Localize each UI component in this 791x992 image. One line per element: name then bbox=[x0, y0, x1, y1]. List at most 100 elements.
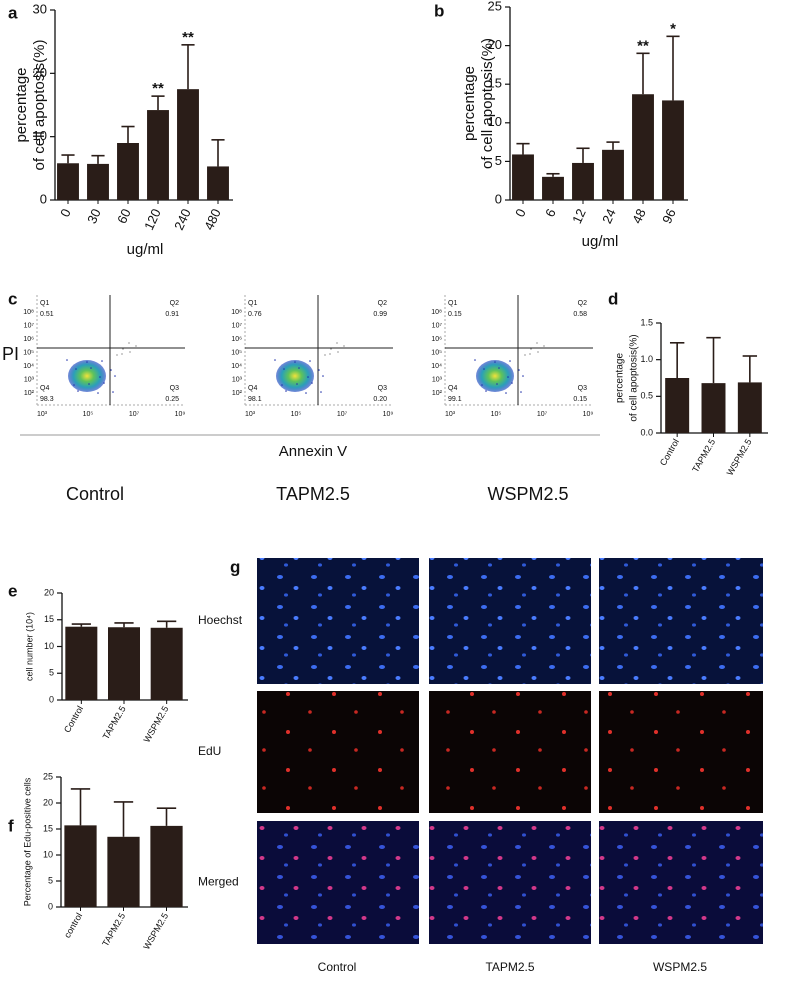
micrograph bbox=[257, 691, 419, 813]
event-dot bbox=[296, 383, 298, 385]
bar bbox=[107, 836, 140, 907]
x-tick-label: 60 bbox=[114, 206, 134, 225]
y-tick-label: 5 bbox=[49, 668, 54, 678]
y-tick-label: 5 bbox=[48, 875, 53, 885]
y-tick-label: 10 bbox=[33, 128, 47, 143]
event-dot bbox=[518, 369, 520, 371]
micrograph bbox=[429, 558, 591, 684]
event-dot bbox=[75, 368, 77, 370]
quadrant-id: Q4 bbox=[40, 385, 49, 392]
event-dot bbox=[505, 392, 507, 394]
x-tick-label: 10⁵ bbox=[291, 411, 302, 418]
x-tick-label: 10³ bbox=[37, 411, 48, 418]
y-tick-label: 1.5 bbox=[640, 317, 653, 327]
y-tick-label: 25 bbox=[43, 771, 53, 781]
event-dot bbox=[322, 375, 324, 377]
y-tick-label: 10⁷ bbox=[432, 322, 443, 329]
bar bbox=[632, 94, 654, 200]
cell-population bbox=[476, 360, 514, 392]
bar bbox=[737, 382, 762, 433]
y-tick-label: 10⁴ bbox=[431, 363, 442, 370]
micrograph bbox=[429, 691, 591, 813]
y-tick-label: 15 bbox=[43, 823, 53, 833]
event-dot bbox=[116, 354, 118, 356]
event-dot bbox=[129, 351, 131, 353]
event-dot bbox=[474, 359, 476, 361]
event-dot bbox=[90, 367, 92, 369]
x-axis-label: ug/ml bbox=[127, 241, 164, 258]
event-dot bbox=[498, 367, 500, 369]
bar bbox=[512, 154, 534, 200]
quadrant-id: Q3 bbox=[170, 385, 179, 392]
cell-population bbox=[68, 360, 106, 392]
bar bbox=[572, 162, 594, 200]
event-dot bbox=[485, 390, 487, 392]
x-tick-label: 12 bbox=[569, 206, 589, 225]
x-tick-label: 30 bbox=[84, 206, 104, 225]
quadrant-value: 99.1 bbox=[448, 396, 462, 403]
event-dot bbox=[343, 345, 345, 347]
y-tick-label: 10³ bbox=[432, 376, 443, 383]
quadrant-value: 0.76 bbox=[248, 311, 262, 318]
row-label: Merged bbox=[198, 875, 239, 889]
group-label: Control bbox=[66, 484, 124, 504]
bar bbox=[177, 89, 199, 200]
panel-label: a bbox=[8, 3, 18, 22]
bar bbox=[150, 825, 183, 907]
event-dot bbox=[135, 345, 137, 347]
event-dot bbox=[494, 361, 496, 363]
x-tick-label: 24 bbox=[599, 206, 619, 225]
event-dot bbox=[114, 375, 116, 377]
bar bbox=[108, 627, 140, 700]
bar bbox=[602, 149, 624, 200]
x-tick-label: 10⁵ bbox=[491, 411, 502, 418]
event-dot bbox=[305, 392, 307, 394]
column-label: WSPM2.5 bbox=[653, 960, 707, 974]
event-dot bbox=[112, 391, 114, 393]
event-dot bbox=[66, 359, 68, 361]
x-tick-label: 10⁹ bbox=[383, 411, 394, 418]
y-tick-label: 20 bbox=[44, 587, 54, 597]
quadrant-id: Q2 bbox=[170, 300, 179, 307]
y-tick-label: 10⁸ bbox=[23, 309, 34, 316]
group-label: WSPM2.5 bbox=[487, 484, 568, 504]
event-dot bbox=[529, 353, 531, 355]
cell-population bbox=[276, 360, 314, 392]
y-tick-label: 10 bbox=[44, 641, 54, 651]
y-tick-label: 10⁴ bbox=[23, 363, 34, 370]
y-tick-label: 0 bbox=[40, 191, 47, 206]
quadrant-value: 0.25 bbox=[165, 396, 179, 403]
y-tick-label: 15 bbox=[488, 76, 502, 91]
row-label: EdU bbox=[198, 744, 221, 758]
y-tick-label: 5 bbox=[495, 153, 502, 168]
event-dot bbox=[283, 368, 285, 370]
quadrant-value: 98.1 bbox=[248, 396, 262, 403]
x-axis-label: ug/ml bbox=[582, 233, 619, 250]
quadrant-value: 0.99 bbox=[373, 311, 387, 318]
event-dot bbox=[507, 376, 509, 378]
y-tick-label: 30 bbox=[33, 1, 47, 16]
event-dot bbox=[324, 354, 326, 356]
event-dot bbox=[122, 348, 124, 350]
micrograph bbox=[599, 821, 763, 944]
y-tick-label: 10⁶ bbox=[23, 336, 34, 343]
y-tick-label: 10² bbox=[232, 390, 243, 397]
bar bbox=[64, 825, 97, 907]
y-tick-label: 10⁷ bbox=[232, 322, 243, 329]
y-tick-label: 0 bbox=[49, 694, 54, 704]
y-tick-label: 15 bbox=[44, 614, 54, 624]
y-axis-label: of cell apoptosis(%) bbox=[479, 38, 496, 169]
event-dot bbox=[496, 383, 498, 385]
x-tick-label: 10⁹ bbox=[583, 411, 594, 418]
event-dot bbox=[329, 353, 331, 355]
y-axis-label: of cell apoptosis(%) bbox=[629, 334, 640, 421]
quadrant-id: Q2 bbox=[378, 300, 387, 307]
y-tick-label: 10 bbox=[43, 849, 53, 859]
event-dot bbox=[298, 367, 300, 369]
y-tick-label: 20 bbox=[488, 37, 502, 52]
event-dot bbox=[77, 390, 79, 392]
significance: ** bbox=[152, 80, 164, 97]
bar bbox=[665, 378, 690, 433]
significance: ** bbox=[637, 37, 649, 54]
